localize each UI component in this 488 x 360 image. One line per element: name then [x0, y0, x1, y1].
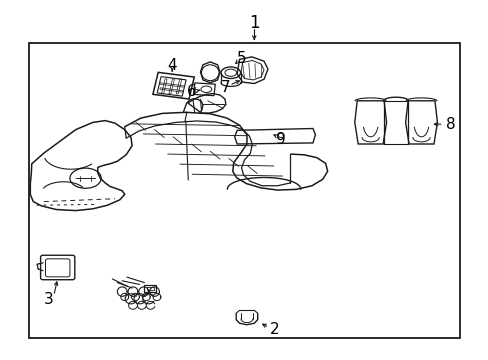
- Text: 8: 8: [445, 117, 455, 132]
- Text: 4: 4: [167, 58, 177, 73]
- Text: 6: 6: [187, 84, 197, 99]
- Bar: [146, 287, 154, 290]
- Text: 9: 9: [275, 132, 285, 147]
- Text: 2: 2: [269, 322, 279, 337]
- Text: 1: 1: [248, 14, 259, 32]
- Bar: [144, 285, 156, 292]
- Text: 7: 7: [221, 80, 230, 95]
- Text: 5: 5: [237, 51, 246, 66]
- Bar: [29, 43, 459, 338]
- Text: 3: 3: [44, 292, 54, 307]
